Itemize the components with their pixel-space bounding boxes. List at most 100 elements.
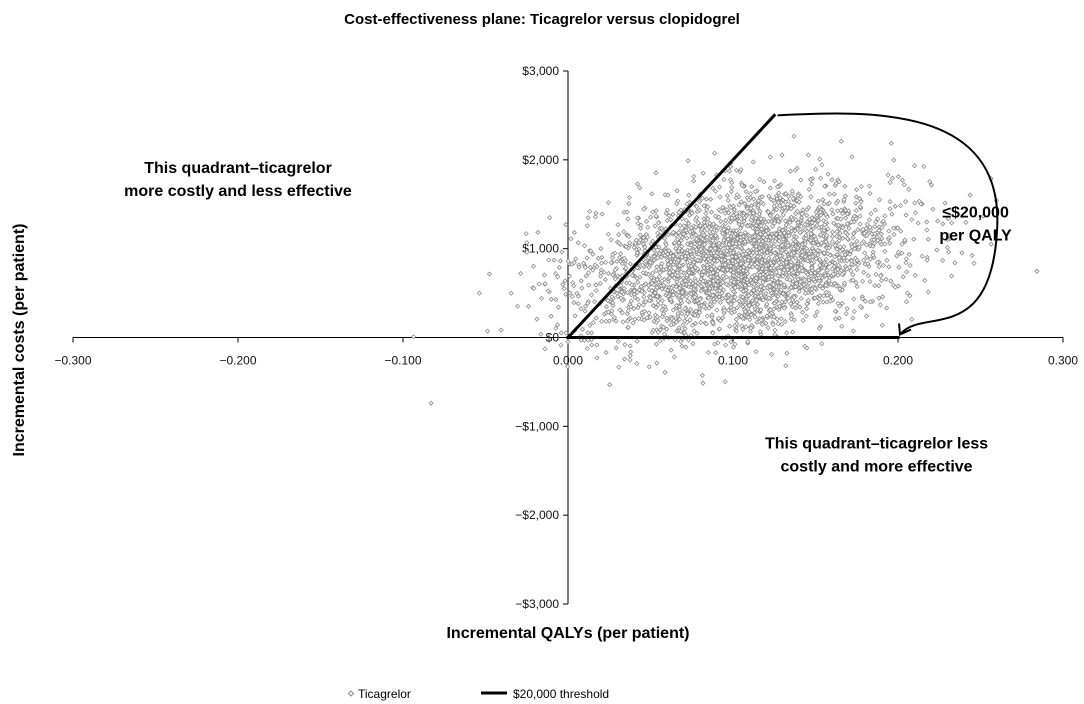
ticagrelor-point [634, 250, 640, 256]
ticagrelor-point [599, 211, 605, 217]
ticagrelor-point [712, 341, 718, 347]
ticagrelor-point [767, 185, 773, 191]
ticagrelor-point [819, 341, 825, 347]
ticagrelor-point [739, 182, 745, 188]
ticagrelor-point [835, 300, 841, 306]
ticagrelor-point [670, 262, 676, 268]
ticagrelor-point [847, 251, 853, 257]
ticagrelor-point [586, 270, 592, 276]
ticagrelor-point [776, 238, 782, 244]
ticagrelor-point [791, 274, 797, 280]
ticagrelor-point [643, 237, 649, 243]
ticagrelor-point [627, 357, 633, 363]
ticagrelor-point [699, 272, 705, 278]
ticagrelor-point [664, 318, 670, 324]
ticagrelor-point [731, 206, 738, 213]
ticagrelor-point [760, 275, 766, 281]
ticagrelor-point [774, 254, 780, 261]
ticagrelor-point [620, 319, 626, 325]
ticagrelor-point [725, 298, 731, 304]
ticagrelor-point [907, 262, 913, 269]
ticagrelor-point [863, 313, 870, 319]
ticagrelor-point [637, 274, 643, 280]
ticagrelor-point [745, 257, 751, 263]
ticagrelor-point [821, 227, 827, 234]
ticagrelor-point [805, 258, 811, 264]
ticagrelor-point [691, 178, 697, 184]
ticagrelor-point [738, 274, 744, 280]
ticagrelor-point [618, 251, 624, 257]
ticagrelor-point [653, 170, 659, 176]
ticagrelor-point [866, 183, 872, 189]
ticagrelor-point [903, 260, 909, 266]
ticagrelor-point [718, 208, 724, 214]
ticagrelor-point [598, 260, 605, 266]
ticagrelor-point [944, 244, 951, 251]
ticagrelor-point [562, 278, 568, 284]
ticagrelor-point [723, 274, 730, 280]
ticagrelor-point [873, 219, 879, 225]
ticagrelor-point [679, 289, 685, 295]
ticagrelor-point [884, 305, 890, 311]
ticagrelor-point [909, 316, 915, 322]
ticagrelor-point [949, 220, 955, 226]
ticagrelor-point [650, 270, 656, 276]
ticagrelor-point [794, 280, 800, 287]
ticagrelor-point [813, 255, 819, 262]
ticagrelor-point [597, 281, 603, 287]
ticagrelor-point [945, 236, 951, 243]
ticagrelor-point [883, 276, 889, 282]
ticagrelor-point [660, 324, 667, 330]
ticagrelor-point [894, 253, 900, 259]
ticagrelor-point [641, 294, 647, 300]
ticagrelor-point [655, 230, 661, 236]
ticagrelor-point [734, 321, 740, 327]
ticagrelor-point [799, 215, 805, 221]
ticagrelor-point [608, 311, 614, 317]
ticagrelor-point [776, 226, 782, 232]
ticagrelor-point [579, 326, 586, 332]
ticagrelor-point [650, 238, 656, 244]
ticagrelor-point [815, 242, 821, 248]
ticagrelor-point [545, 288, 551, 294]
ticagrelor-point [889, 211, 895, 217]
ticagrelor-point [588, 248, 594, 254]
ticagrelor-point [746, 302, 752, 309]
ticagrelor-point [778, 287, 784, 293]
ticagrelor-point [803, 236, 809, 242]
ticagrelor-point [826, 278, 832, 284]
ticagrelor-point [865, 273, 871, 279]
ticagrelor-point [613, 318, 619, 324]
ticagrelor-point [780, 212, 786, 218]
legend-label-threshold: $20,000 threshold [513, 687, 609, 701]
ticagrelor-point [838, 138, 844, 144]
ticagrelor-point [615, 222, 621, 228]
ticagrelor-point [575, 240, 581, 246]
ticagrelor-point [892, 284, 898, 290]
ticagrelor-point [625, 216, 631, 222]
ticagrelor-point [675, 273, 681, 279]
ticagrelor-point [795, 271, 801, 277]
ticagrelor-point [830, 271, 836, 277]
ticagrelor-point [740, 303, 746, 309]
ticagrelor-point [729, 253, 735, 260]
ticagrelor-point [679, 254, 685, 260]
ticagrelor-point [876, 283, 882, 289]
ticagrelor-point [886, 235, 892, 241]
ticagrelor-point [825, 171, 831, 177]
ticagrelor-point [685, 158, 691, 164]
x-tick-label: −0.100 [384, 354, 421, 368]
ticagrelor-point [832, 316, 839, 322]
ticagrelor-point [728, 304, 734, 310]
ticagrelor-point [605, 309, 612, 315]
threshold-line [565, 113, 777, 340]
ticagrelor-point [762, 219, 768, 225]
ticagrelor-point [854, 238, 860, 244]
ticagrelor-point [743, 189, 749, 195]
ticagrelor-point [823, 289, 829, 295]
ticagrelor-point [879, 236, 885, 242]
ticagrelor-point [817, 262, 823, 268]
ticagrelor-point [721, 287, 727, 293]
ticagrelor-point [758, 259, 765, 266]
ticagrelor-point [745, 270, 751, 277]
